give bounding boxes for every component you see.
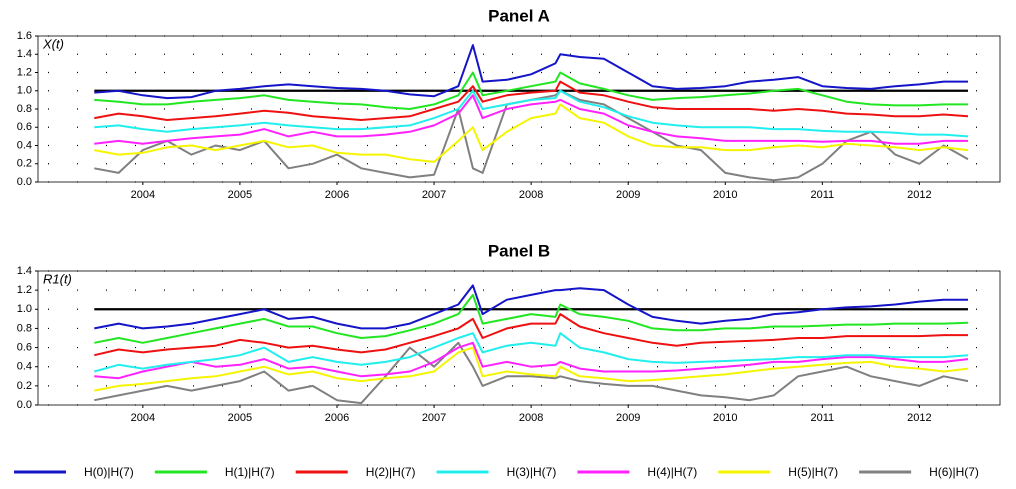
legend-label: H(6)|H(7) [929,465,979,479]
y-tick-label: 0.0 [17,399,32,411]
x-tick-label: 2006 [325,189,349,201]
x-tick-label: 2006 [325,412,349,424]
y-tick-label: 0.2 [17,158,32,170]
legend-label: H(3)|H(7) [507,465,557,479]
y-tick-label: 1.6 [17,30,32,42]
series-line [94,332,969,373]
series-line [94,313,968,357]
x-tick-label: 2004 [131,412,155,424]
legend-label: H(1)|H(7) [225,465,275,479]
y-tick-label: 1.4 [17,265,32,277]
y-tick-label: 0.0 [17,176,32,188]
x-tick-label: 2005 [228,412,252,424]
series-line [94,80,969,121]
x-tick-label: 2012 [907,412,931,424]
x-tick-label: 2007 [422,189,446,201]
y-tick-label: 1.0 [17,85,32,97]
x-tick-label: 2009 [616,412,640,424]
series-line [94,103,969,163]
y-tick-label: 0.4 [17,139,32,151]
x-tick-label: 2008 [519,189,543,201]
series-line [94,293,969,344]
series-line [94,341,969,380]
panel-title: Panel B [488,241,550,260]
x-tick-label: 2005 [228,189,252,201]
series-line [94,44,968,100]
legend-label: H(0)|H(7) [84,465,134,479]
plot-frame [37,35,1001,183]
series-line [94,346,969,392]
y-tick-label: 1.2 [17,66,32,78]
x-tick-label: 2009 [616,189,640,201]
y-tick-label: 0.8 [17,103,32,115]
series-line [94,94,968,145]
legend-label: H(2)|H(7) [366,465,416,479]
x-tick-label: 2010 [713,189,737,201]
x-tick-label: 2008 [519,412,543,424]
x-tick-label: 2004 [131,189,155,201]
y-tick-label: 0.4 [17,361,32,373]
x-tick-label: 2012 [907,189,931,201]
y-axis-label: X(t) [42,36,64,51]
legend-label: H(5)|H(7) [788,465,838,479]
y-tick-label: 0.8 [17,322,32,334]
y-tick-label: 0.2 [17,380,32,392]
plot-frame [37,270,1001,406]
x-tick-label: 2011 [811,189,835,201]
y-tick-label: 1.2 [17,284,32,296]
y-tick-label: 0.6 [17,341,32,353]
y-tick-label: 0.6 [17,121,32,133]
panel-title: Panel A [488,6,550,25]
x-tick-label: 2007 [422,412,446,424]
y-axis-label: R1(t) [43,271,72,286]
series-line [94,71,968,110]
x-tick-label: 2010 [713,412,737,424]
y-tick-label: 1.0 [17,303,32,315]
legend-label: H(4)|H(7) [647,465,697,479]
series-line [94,89,969,138]
x-tick-label: 2011 [811,412,835,424]
series-line [94,341,969,405]
y-tick-label: 1.4 [17,48,32,60]
series-line [94,284,968,330]
